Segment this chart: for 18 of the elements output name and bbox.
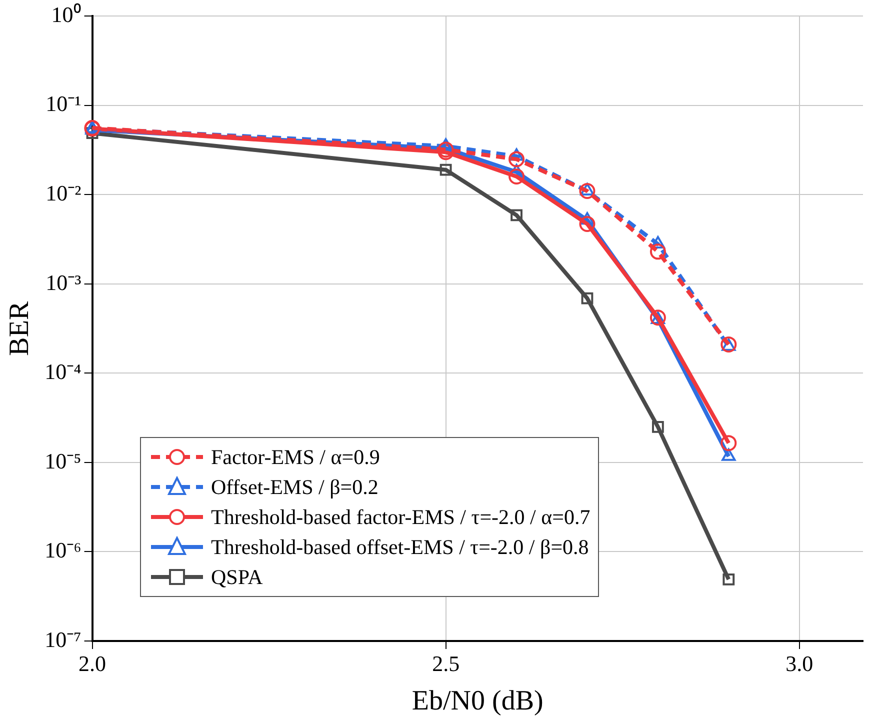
legend-label: Offset-EMS / β=0.2: [211, 474, 378, 500]
legend-label: QSPA: [211, 564, 263, 590]
y-tick-label: 10⁻³: [46, 270, 82, 295]
y-tick-label: 10⁻¹: [46, 91, 82, 116]
y-axis-title: BER: [4, 301, 36, 356]
y-tick-label: 10⁻⁵: [44, 448, 82, 474]
y-tick-label: 10⁻⁴: [44, 359, 82, 384]
x-tick-label: 2.0: [78, 650, 106, 676]
y-tick-label: 10⁰: [51, 2, 82, 27]
y-tick-label: 10⁻⁷: [44, 626, 82, 652]
y-tick-label: 10⁻²: [46, 180, 82, 206]
legend-label: Factor-EMS / α=0.9: [211, 444, 380, 470]
y-tick-label: 10⁻⁶: [44, 538, 82, 563]
legend-label: Threshold-based factor-EMS / τ=-2.0 / α=0.7: [211, 504, 590, 530]
legend-label: Threshold-based offset-EMS / τ=-2.0 / β=0.8: [211, 534, 589, 560]
x-tick-label: 2.5: [432, 650, 460, 676]
x-axis-title: Eb/N0 (dB): [412, 686, 544, 717]
x-tick-label: 3.0: [786, 650, 814, 676]
